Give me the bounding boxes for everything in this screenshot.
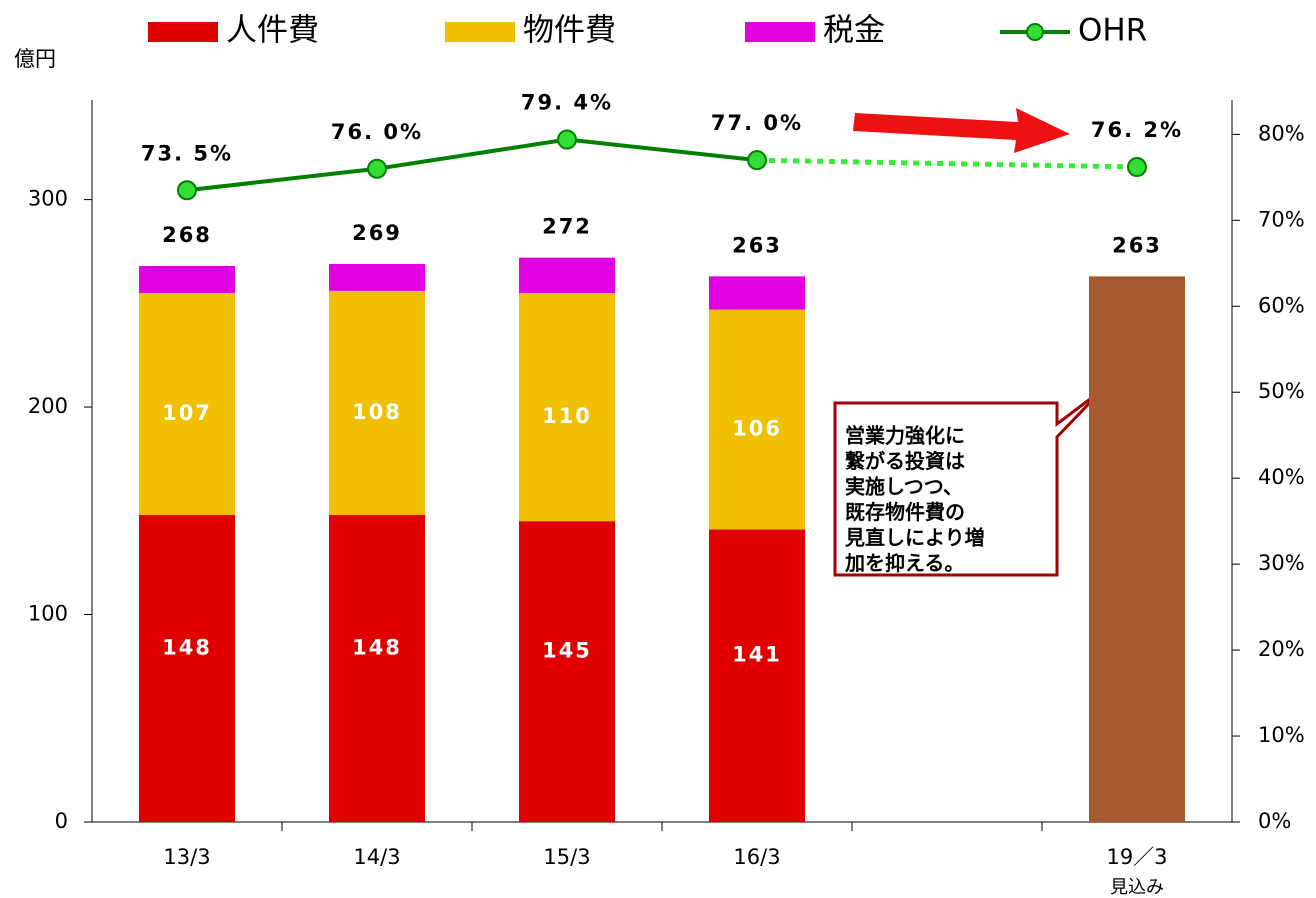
y2-tick-label: 30% [1258, 551, 1305, 575]
callout-line: 繋がる投資は [845, 449, 965, 473]
y2-tick-label: 10% [1258, 723, 1305, 747]
point-label: 77. 0% [711, 111, 803, 135]
y-tick-label: 100 [28, 602, 68, 626]
bar-segment [329, 290, 425, 515]
y2-tick-label: 20% [1258, 637, 1305, 661]
bar-segment [329, 514, 425, 822]
y2-tick-label: 40% [1258, 465, 1305, 489]
point-label: 76. 2% [1091, 118, 1183, 142]
bar-value-label: 110 [542, 404, 592, 428]
callout-line: 既存物件費の [845, 500, 965, 524]
total-label: 272 [542, 215, 592, 239]
forecast-line [756, 157, 1138, 170]
line [186, 137, 758, 193]
y2-tick-label: 80% [1258, 121, 1305, 145]
point-label: 73. 5% [141, 141, 233, 165]
bar-value-label: 141 [732, 643, 782, 667]
marker [177, 180, 197, 201]
y-tick-label: 0 [55, 809, 68, 833]
marker [747, 150, 767, 171]
total-label: 268 [162, 223, 212, 247]
total-label: 269 [352, 221, 402, 245]
bar-value-label: 107 [162, 401, 212, 425]
marker [1127, 157, 1147, 178]
bar-segment [519, 257, 615, 293]
bar-segment [1089, 276, 1185, 822]
bar-segment [329, 263, 425, 291]
y2-tick-label: 60% [1258, 293, 1305, 317]
bar-value-label: 108 [352, 400, 402, 424]
y2-tick-label: 70% [1258, 207, 1305, 231]
total-label: 263 [732, 233, 782, 257]
x-tick-label: 15/3 [543, 845, 590, 869]
callout-line: 見直しにより増 [845, 526, 985, 550]
bar-segment [709, 276, 805, 310]
callout-box [833, 388, 1104, 577]
y-axis-label: 億円 [14, 47, 56, 71]
y2-tick-label: 0% [1258, 809, 1291, 833]
legend-swatch [445, 22, 515, 42]
x-tick-label: 14/3 [353, 845, 400, 869]
x-tick-label: 16/3 [733, 845, 780, 869]
forecast-note: 見込み [1110, 877, 1164, 898]
bar-value-label: 106 [732, 417, 782, 441]
point-label: 79. 4% [521, 91, 613, 115]
bar-segment [519, 292, 615, 522]
bar-segment [709, 309, 805, 530]
marker [557, 129, 577, 150]
legend-label: 人件費 [226, 13, 319, 49]
marker [367, 158, 387, 179]
y-tick-label: 300 [28, 187, 68, 211]
bar-segment [139, 292, 235, 515]
callout-line: 加を抑える。 [844, 551, 964, 575]
legend-marker [1026, 23, 1044, 41]
legend-swatch [745, 22, 815, 42]
legend-label: OHR [1078, 13, 1147, 49]
callout-line: 営業力強化に [845, 424, 965, 448]
bar-segment [139, 514, 235, 822]
trend-arrow [853, 108, 1070, 153]
y-tick-label: 200 [28, 394, 68, 418]
legend-label: 税金 [823, 13, 885, 49]
bar-segment [139, 265, 235, 293]
bar-value-label: 145 [542, 639, 592, 663]
bar-segment [519, 521, 615, 822]
y2-tick-label: 50% [1258, 379, 1305, 403]
x-tick-label: 19／3 [1106, 845, 1167, 869]
legend-label: 物件費 [523, 13, 616, 49]
bar-value-label: 148 [352, 635, 402, 659]
point-label: 76. 0% [331, 120, 423, 144]
legend-swatch [148, 22, 218, 42]
callout-line: 実施しつつ、 [845, 475, 963, 499]
x-tick-label: 13/3 [163, 845, 210, 869]
total-label: 263 [1112, 233, 1162, 257]
bar-segment [709, 529, 805, 822]
bar-value-label: 148 [162, 635, 212, 659]
